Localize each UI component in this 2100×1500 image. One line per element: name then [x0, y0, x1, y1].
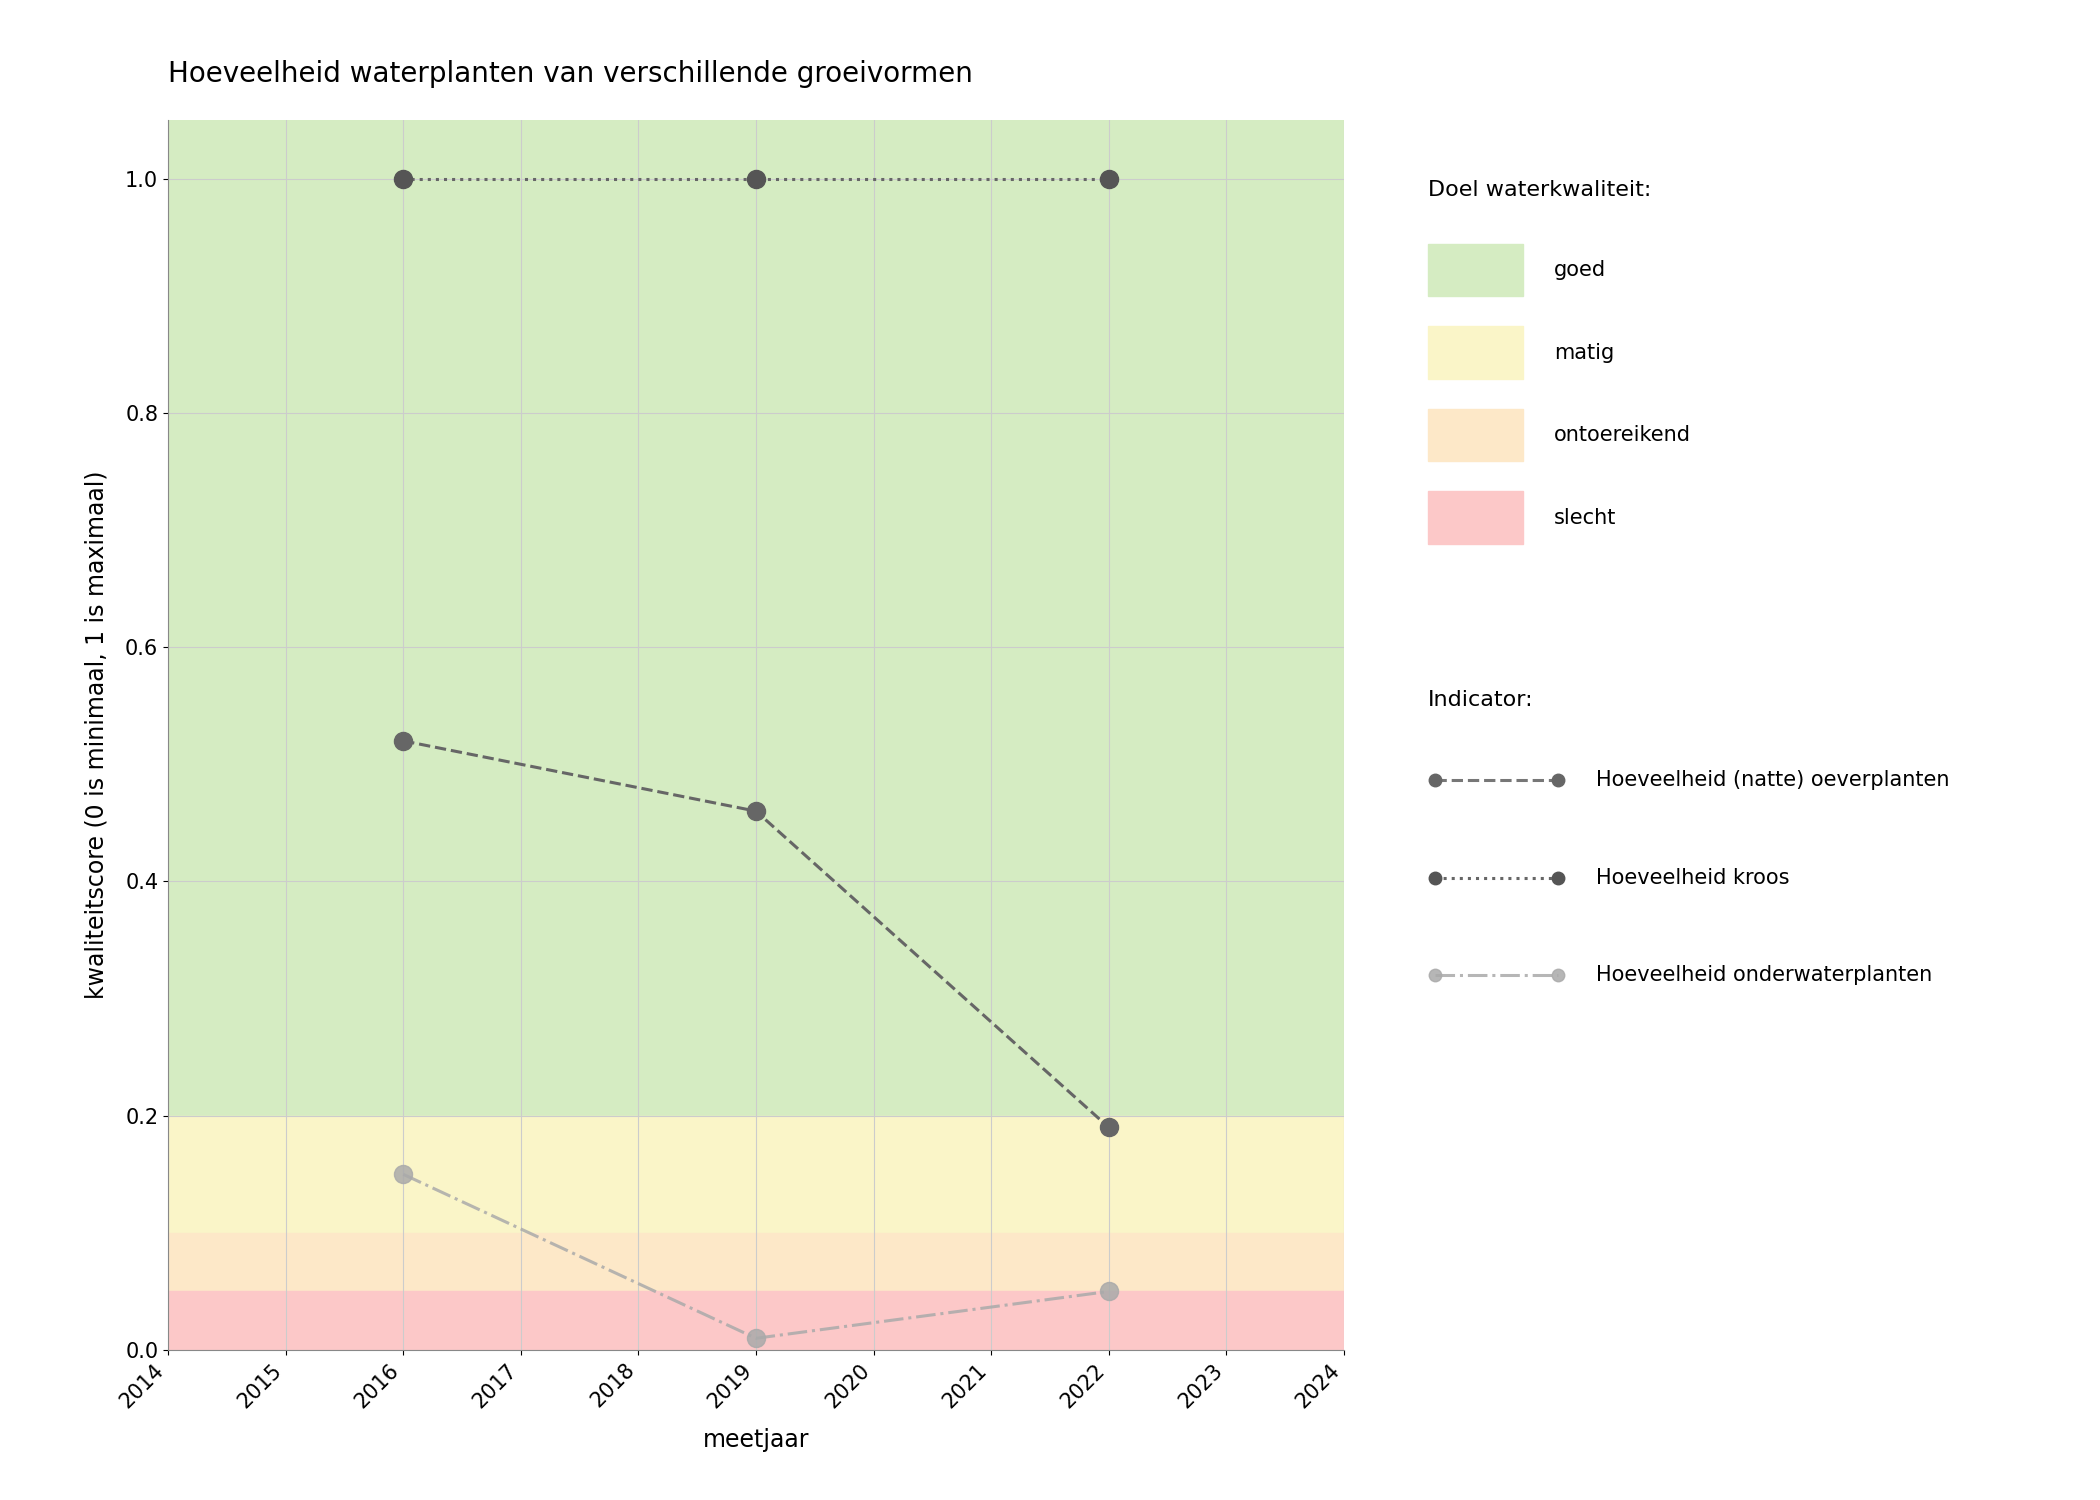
Text: Indicator:: Indicator: — [1428, 690, 1533, 709]
Text: matig: matig — [1554, 342, 1615, 363]
Bar — [168, 1116, 1344, 1233]
X-axis label: meetjaar: meetjaar — [704, 1428, 808, 1452]
Text: goed: goed — [1554, 260, 1606, 280]
Y-axis label: kwaliteitscore (0 is minimaal, 1 is maximaal): kwaliteitscore (0 is minimaal, 1 is maxi… — [84, 471, 109, 999]
Text: Doel waterkwaliteit:: Doel waterkwaliteit: — [1428, 180, 1651, 200]
Text: slecht: slecht — [1554, 507, 1617, 528]
Text: Hoeveelheid kroos: Hoeveelheid kroos — [1596, 867, 1789, 888]
Text: ontoereikend: ontoereikend — [1554, 424, 1690, 445]
Text: Hoeveelheid (natte) oeverplanten: Hoeveelheid (natte) oeverplanten — [1596, 770, 1949, 790]
Bar — [168, 1233, 1344, 1292]
Text: Hoeveelheid waterplanten van verschillende groeivormen: Hoeveelheid waterplanten van verschillen… — [168, 60, 972, 88]
Bar — [168, 120, 1344, 1116]
Bar — [168, 1292, 1344, 1350]
Text: Hoeveelheid onderwaterplanten: Hoeveelheid onderwaterplanten — [1596, 964, 1932, 986]
